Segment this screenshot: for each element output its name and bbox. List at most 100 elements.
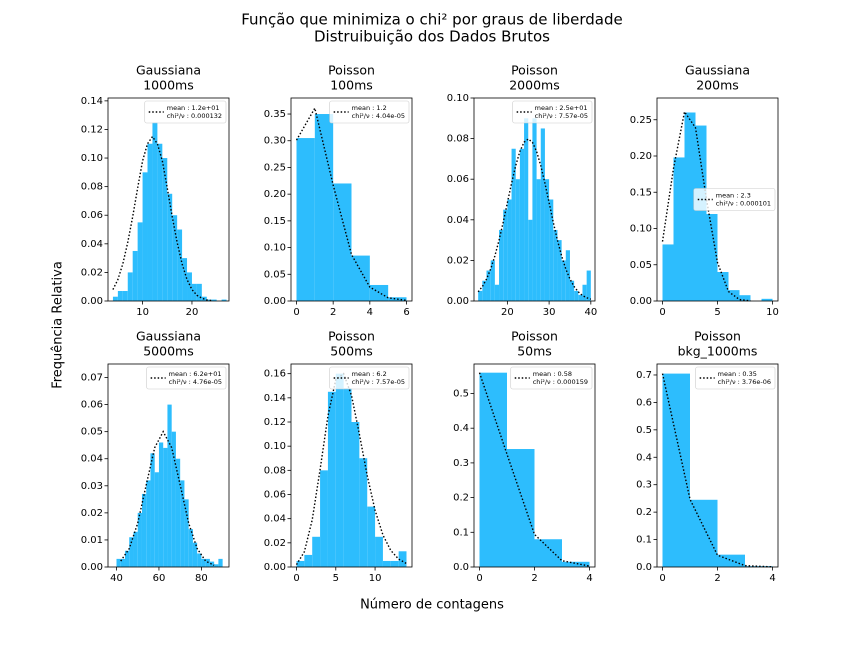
y-tick-label: 0.08 <box>264 465 286 476</box>
y-tick-label: 0.16 <box>264 369 286 380</box>
legend-label: mean : 1.2 <box>352 104 387 112</box>
y-tick-label: 0.04 <box>447 215 469 226</box>
histogram-bar <box>122 290 128 301</box>
x-tick-label: 0 <box>659 573 665 584</box>
y-tick-label: 0.0 <box>636 562 652 573</box>
histogram-bar <box>662 244 674 301</box>
x-tick-label: 0 <box>659 307 665 318</box>
histogram-bar <box>304 554 313 567</box>
legend-label: chi²/ν : 7.57e-05 <box>535 112 588 120</box>
y-tick-label: 0.1 <box>636 535 652 546</box>
histogram-bar <box>482 280 487 301</box>
x-tick-label: 6 <box>403 307 409 318</box>
histogram-bar <box>549 199 554 301</box>
histogram-bar <box>503 209 508 301</box>
legend-label: chi²/ν : 0.000101 <box>716 200 771 208</box>
y-tick-label: 0.00 <box>264 562 286 573</box>
subplot-subtitle: 500ms <box>330 344 373 359</box>
histogram-bar <box>142 172 148 301</box>
histogram-bar <box>519 148 525 301</box>
legend-label: chi²/ν : 0.000132 <box>167 112 222 120</box>
histogram-bar <box>167 404 172 567</box>
histogram-bar <box>320 470 328 567</box>
y-tick-label: 0.3 <box>453 458 469 469</box>
histogram-bar <box>540 128 545 301</box>
legend-label: mean : 6.2 <box>352 370 387 378</box>
subplot-title: Gaussiana <box>136 329 201 344</box>
histogram-bar <box>218 558 223 567</box>
subplot-subtitle: 5000ms <box>143 344 194 359</box>
histogram-bar <box>152 122 158 301</box>
histogram-bar <box>209 561 215 567</box>
y-tick-label: 0.02 <box>81 267 103 278</box>
y-tick-label: 0.3 <box>636 480 652 491</box>
histogram-bar <box>180 480 185 567</box>
histogram-bar <box>127 272 133 301</box>
axes-frame <box>107 363 230 568</box>
histogram-bar <box>196 283 202 301</box>
histogram-bar <box>507 449 535 567</box>
subplot-subtitle: 100ms <box>330 78 373 93</box>
histogram-bar <box>184 499 189 567</box>
histogram-bar <box>116 558 121 567</box>
y-tick-label: 0.05 <box>81 427 103 438</box>
y-tick-label: 0.0 <box>453 562 469 573</box>
histogram-bar <box>167 193 173 301</box>
y-tick-label: 0.08 <box>447 134 469 145</box>
y-tick-label: 0.14 <box>81 96 103 107</box>
y-axis-label: Frequência Relativa <box>51 261 66 389</box>
x-tick-label: 4 <box>367 307 373 318</box>
y-tick-label: 0.4 <box>453 423 469 434</box>
histogram-bar <box>137 512 142 567</box>
histogram-bar <box>201 558 206 567</box>
axes-frame <box>107 97 230 302</box>
histogram-bar <box>154 472 159 567</box>
x-tick-label: 2 <box>714 573 720 584</box>
x-tick-label: 0 <box>293 307 299 318</box>
histogram-bar <box>494 284 500 301</box>
histogram-bar <box>586 270 591 301</box>
y-tick-label: 0.10 <box>264 441 286 452</box>
histogram-bar <box>129 537 134 567</box>
histogram-bar <box>171 431 176 567</box>
histogram-bar <box>706 214 718 301</box>
subplot-title: Poisson <box>328 329 375 344</box>
y-tick-label: 0.35 <box>264 109 286 120</box>
x-tick-label: 10 <box>369 573 382 584</box>
histogram-bar <box>511 148 516 301</box>
y-tick-label: 0.12 <box>81 124 103 135</box>
histogram-bar <box>479 372 507 567</box>
legend-box <box>144 100 227 124</box>
x-tick-label: 20 <box>186 307 199 318</box>
y-tick-label: 0.08 <box>81 182 103 193</box>
y-tick-label: 0.02 <box>447 255 469 266</box>
histogram-bar <box>569 280 575 301</box>
y-tick-label: 0.04 <box>81 454 103 465</box>
histogram-bar <box>147 143 153 301</box>
histogram-bar <box>146 480 151 567</box>
subplot-title: Gaussiana <box>136 63 201 78</box>
histogram-bar <box>296 560 305 567</box>
histogram-bar <box>359 458 368 567</box>
y-tick-label: 0.06 <box>81 400 103 411</box>
histogram-bar <box>695 125 707 301</box>
x-tick-label: 40 <box>584 307 597 318</box>
y-tick-label: 0.07 <box>81 373 103 384</box>
histogram-bar <box>662 373 690 567</box>
histogram-bar <box>132 250 138 301</box>
y-tick-label: 0.00 <box>81 562 103 573</box>
histogram-bar <box>578 294 583 301</box>
x-tick-label: 5 <box>333 573 339 584</box>
histogram-bar <box>112 296 118 301</box>
x-tick-label: 30 <box>543 307 556 318</box>
y-tick-label: 0.05 <box>630 260 652 271</box>
y-tick-label: 0.30 <box>264 136 286 147</box>
subplot-title: Poisson <box>511 329 558 344</box>
y-tick-label: 0.6 <box>636 397 652 408</box>
